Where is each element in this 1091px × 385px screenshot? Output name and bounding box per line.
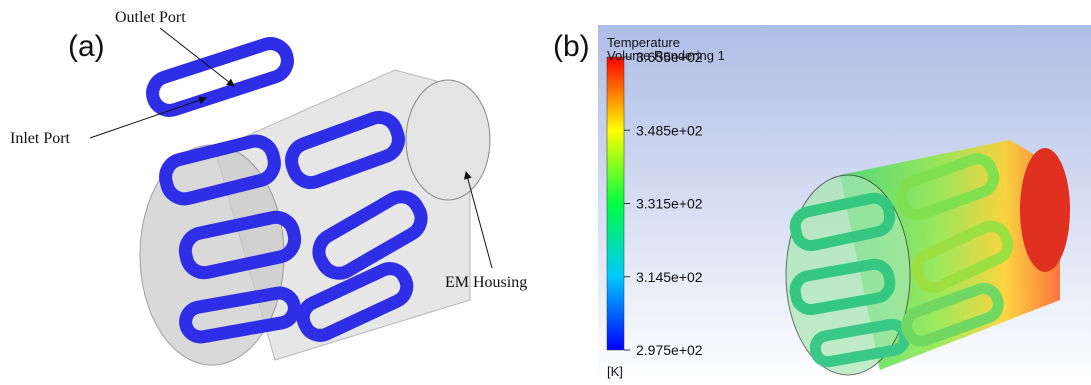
colorbar xyxy=(607,57,624,350)
annotation: Inlet Port xyxy=(10,130,71,147)
annotation: EM Housing xyxy=(445,274,527,291)
colorbar-tick-label: 3.315e+02 xyxy=(636,196,703,212)
panel-a: (a) Outlet Port Inlet Port EM Housing xyxy=(10,9,527,365)
colorbar-tick-label: 3.145e+02 xyxy=(636,269,703,285)
colorbar-tick-label: 3.485e+02 xyxy=(636,122,703,138)
housing-hot-end xyxy=(1020,148,1070,272)
housing-neck xyxy=(406,80,490,200)
figure: (a) Outlet Port Inlet Port EM Housing (b… xyxy=(0,0,1091,385)
annotation: Outlet Port xyxy=(115,9,186,26)
colorbar-tick-label: 2.975e+02 xyxy=(636,342,703,358)
colorbar-tick-label: 3.655e+02 xyxy=(636,49,703,65)
panel-label: (a) xyxy=(68,30,105,63)
annotation-arrow xyxy=(90,98,206,138)
legend-unit: [K] xyxy=(607,364,623,379)
panel-label: (b) xyxy=(553,30,590,63)
